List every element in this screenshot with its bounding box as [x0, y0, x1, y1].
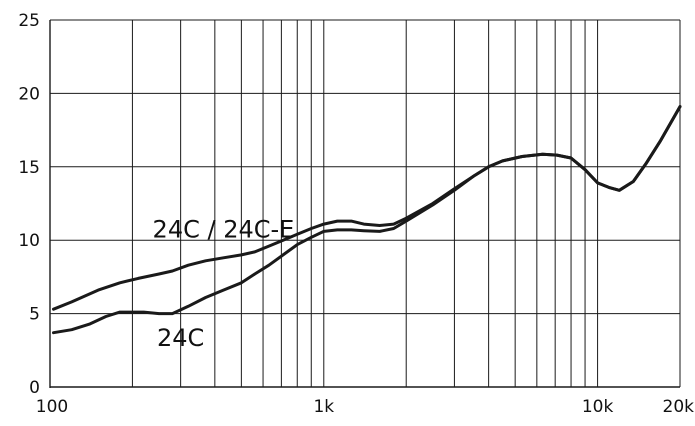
- vertical-gridlines: [49, 20, 681, 387]
- x-tick-label: 100: [36, 397, 68, 417]
- series-annotation: 24C / 24C-E: [153, 215, 295, 243]
- x-tick-labels: 100 1k 10k 20k: [36, 397, 694, 417]
- y-tick-labels: 0 5 10 15 20 25: [18, 11, 40, 398]
- series-annotation: 24C: [157, 324, 204, 352]
- y-tick-label: 20: [18, 84, 40, 104]
- x-tick-label: 1k: [313, 397, 334, 417]
- y-tick-label: 0: [29, 378, 40, 398]
- series-layer: [52, 105, 682, 335]
- y-tick-label: 5: [29, 305, 40, 325]
- series-annotations: 24C / 24C-E 24C: [153, 215, 295, 352]
- axes: [49, 20, 680, 388]
- y-tick-label: 15: [18, 158, 40, 178]
- x-tick-label: 20k: [663, 397, 695, 417]
- y-tick-label: 25: [18, 11, 40, 31]
- series-line-2: [52, 105, 682, 335]
- series-line-1: [52, 105, 682, 311]
- y-tick-label: 10: [18, 231, 40, 251]
- x-tick-label: 10k: [582, 397, 614, 417]
